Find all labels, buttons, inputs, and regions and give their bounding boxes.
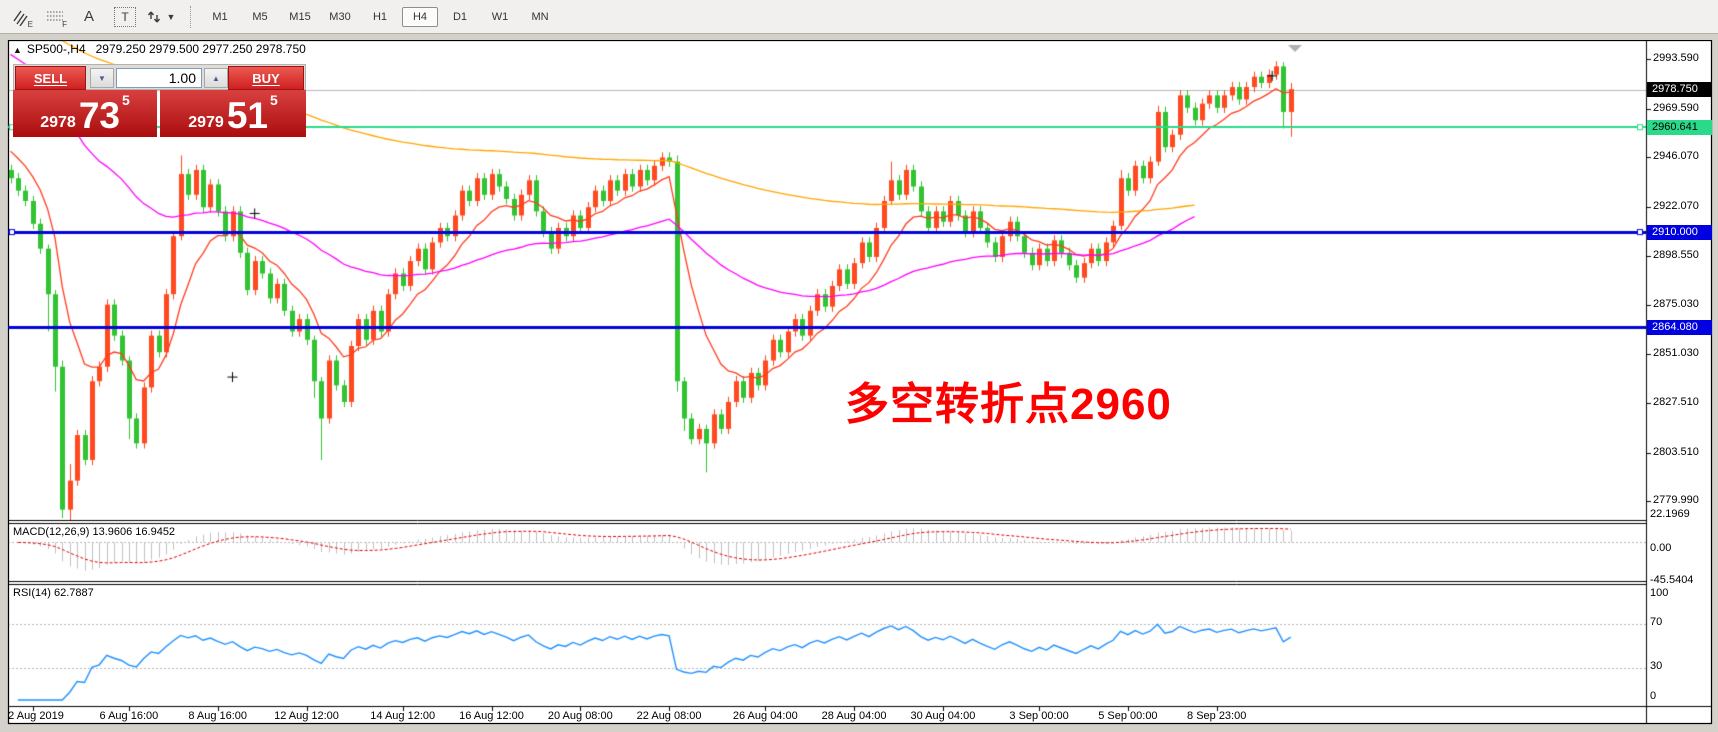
- timeframe-button-h1[interactable]: H1: [372, 10, 388, 23]
- icon-letter: E: [27, 19, 33, 29]
- buy-button[interactable]: BUY: [228, 66, 304, 90]
- macd-scale-label: -45.5404: [1650, 574, 1694, 586]
- timeframe-button-m5[interactable]: M5: [252, 10, 268, 23]
- time-axis-label: 22 Aug 08:00: [636, 710, 702, 722]
- volume-input[interactable]: [116, 68, 202, 88]
- rsi-scale-label: 70: [1650, 616, 1663, 629]
- time-axis-label: 5 Sep 00:00: [1098, 710, 1158, 722]
- rsi-scale-label: 30: [1650, 659, 1663, 672]
- macd-scale-label: 0.00: [1650, 542, 1672, 555]
- price-axis[interactable]: [1647, 40, 1712, 706]
- toolbar-strip: [0, 34, 1718, 40]
- time-axis-label: 6 Aug 16:00: [99, 710, 159, 722]
- sell-price-main: 2978: [40, 114, 76, 131]
- chevron-down-icon: ▼: [166, 11, 176, 22]
- time-axis-label: 12 Aug 12:00: [274, 710, 339, 722]
- sell-price-big: 73: [78, 94, 120, 136]
- time-axis-label: 20 Aug 08:00: [547, 710, 613, 722]
- time-axis-label: 8 Aug 16:00: [188, 710, 248, 722]
- volume-decrease-button[interactable]: ▼: [90, 68, 114, 88]
- buy-price-main: 2979: [188, 114, 224, 131]
- time-axis-label: 28 Aug 04:00: [821, 710, 887, 722]
- blue-level-label-upper: 2910.000: [1647, 224, 1712, 240]
- timeframe-button-m1[interactable]: M1: [212, 10, 228, 23]
- text-box-icon[interactable]: T: [114, 6, 136, 27]
- toolbar-separator: [190, 5, 192, 28]
- price-tick-label: 2779.990: [1653, 494, 1699, 507]
- time-axis-label: 8 Sep 23:00: [1187, 710, 1247, 722]
- wave-lines-icon[interactable]: E: [8, 5, 34, 29]
- macd-scale-label: 22.1969: [1650, 508, 1690, 520]
- one-click-trading-panel: SELL ▼ ▲ BUY 2978 73 5 2979 51 5: [13, 64, 306, 137]
- sell-price-sup: 5: [121, 92, 130, 108]
- sell-price-display[interactable]: 2978 73 5: [13, 90, 157, 137]
- price-tick-label: 2827.510: [1653, 395, 1699, 408]
- trade-panel-row: SELL ▼ ▲ BUY: [13, 64, 306, 90]
- time-axis-label: 3 Sep 00:00: [1009, 710, 1069, 722]
- sell-button[interactable]: SELL: [15, 66, 86, 90]
- green-level-label: 2960.641: [1647, 119, 1712, 135]
- text-label-icon[interactable]: A: [83, 8, 94, 25]
- time-axis-label: 30 Aug 04:00: [910, 710, 976, 722]
- grid-tool-icon[interactable]: F: [42, 5, 68, 29]
- timeframe-button-m15[interactable]: M15: [289, 10, 311, 23]
- price-tick-label: 2969.590: [1653, 101, 1699, 114]
- buy-price-sup: 5: [269, 92, 278, 108]
- timeframe-button-mn[interactable]: MN: [531, 10, 549, 23]
- top-toolbar: E F A T ▼ M1 M5 M15 M30 H1 H4 D1 W1 MN: [0, 0, 1718, 34]
- symbol-period-label: SP500-,H4: [26, 42, 86, 56]
- blue-level-label-lower: 2864.080: [1647, 319, 1712, 335]
- time-axis-label: 14 Aug 12:00: [370, 710, 436, 722]
- time-axis-label: 2 Aug 2019: [8, 710, 64, 722]
- price-tick-label: 2803.510: [1653, 445, 1699, 458]
- timeframe-button-h4[interactable]: H4: [402, 6, 438, 27]
- time-axis-label: 16 Aug 12:00: [459, 710, 524, 722]
- rsi-title: RSI(14) 62.7887: [13, 587, 94, 599]
- icon-letter: F: [62, 19, 67, 29]
- timeframe-button-w1[interactable]: W1: [491, 10, 509, 23]
- volume-increase-button[interactable]: ▲: [204, 68, 228, 88]
- timeframe-buttons: M1 M5 M15 M30 H1 H4 D1 W1 MN: [200, 6, 560, 27]
- price-tick-label: 2875.030: [1653, 297, 1699, 310]
- price-tick-label: 2851.030: [1653, 347, 1699, 360]
- chart-annotation-text: 多空转折点2960: [845, 380, 1172, 429]
- buy-price-big: 51: [226, 94, 268, 136]
- macd-title: MACD(12,26,9) 13.9606 16.9452: [13, 526, 176, 538]
- triangle-up-icon: ▲: [13, 45, 22, 55]
- price-tick-label: 2993.590: [1653, 51, 1699, 64]
- buy-price-display[interactable]: 2979 51 5: [160, 90, 306, 137]
- rsi-scale-label: 0: [1650, 690, 1657, 702]
- price-tick-label: 2898.550: [1653, 248, 1699, 261]
- time-axis-label: 26 Aug 04:00: [732, 710, 798, 722]
- price-tick-label: 2946.070: [1653, 150, 1699, 163]
- timeframe-button-m30[interactable]: M30: [329, 10, 351, 23]
- price-tick-label: 2922.070: [1653, 200, 1699, 213]
- arrow-tools-icon[interactable]: ▼: [144, 5, 178, 29]
- current-price-label: 2978.750: [1647, 82, 1712, 98]
- rsi-scale-label: 100: [1650, 587, 1669, 599]
- chart-header: ▲ SP500-,H4 2979.250 2979.500 2977.250 297…: [13, 42, 306, 56]
- ohlc-values: 2979.250 2979.500 2977.250 2978.750: [95, 42, 306, 56]
- timeframe-button-d1[interactable]: D1: [452, 10, 468, 23]
